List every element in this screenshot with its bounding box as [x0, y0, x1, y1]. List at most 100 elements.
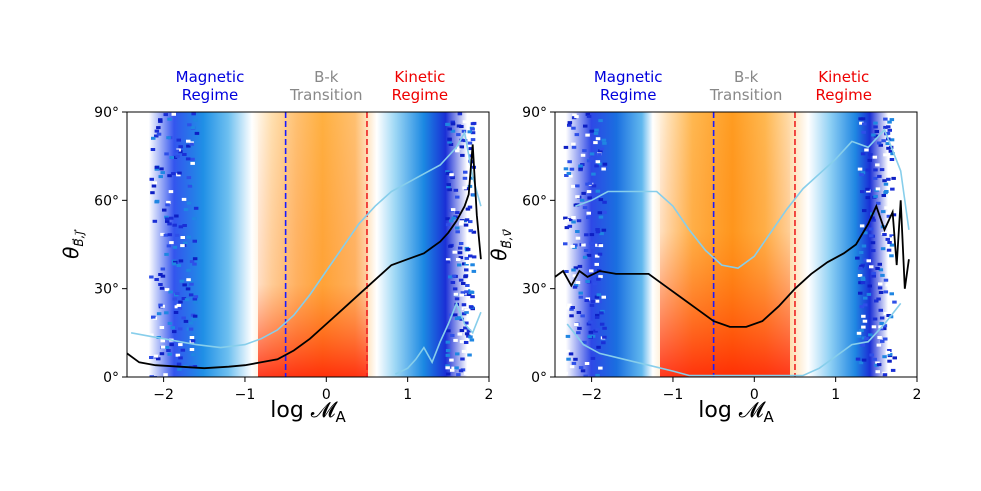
right-noise-cell — [864, 337, 869, 341]
right-noise-cell — [596, 293, 602, 297]
left-noise-cell — [154, 165, 160, 169]
left-noise-cell — [458, 256, 464, 260]
right-noise-cell — [597, 162, 602, 166]
right-noise-cell — [585, 280, 590, 283]
left-noise-cell — [449, 173, 454, 177]
left-noise-cell — [186, 278, 191, 282]
right-noise-cell — [595, 189, 601, 193]
right-noise-cell — [578, 166, 583, 170]
right-noise-cell — [585, 112, 591, 116]
left-noise-cell — [167, 117, 172, 121]
right-noise-cell — [574, 323, 579, 326]
right-noise-cell — [570, 306, 575, 309]
left-noise-cell — [458, 278, 464, 282]
right-noise-cell — [879, 168, 885, 172]
right-y-tick-label: 90° — [522, 105, 547, 121]
right-noise-cell — [885, 237, 890, 241]
left-regime-label-line2: Transition — [289, 86, 363, 104]
left-noise-cell — [453, 292, 459, 296]
right-noise-cell — [877, 174, 882, 178]
right-noise-cell — [572, 274, 578, 278]
right-noise-cell — [585, 182, 590, 186]
left-noise-cell — [459, 125, 464, 128]
left-noise-cell — [445, 364, 450, 368]
right-noise-cell — [890, 152, 895, 156]
left-noise-cell — [445, 258, 451, 262]
left-noise-cell — [456, 133, 461, 137]
left-noise-cell — [450, 368, 455, 372]
left-noise-cell — [176, 173, 181, 177]
left-noise-cell — [154, 278, 159, 281]
left-noise-cell — [149, 177, 154, 181]
right-noise-cell — [887, 241, 892, 244]
right-noise-cell — [577, 326, 582, 330]
left-noise-cell — [469, 338, 475, 342]
left-noise-cell — [450, 208, 456, 212]
left-noise-cell — [450, 129, 456, 133]
left-noise-cell — [449, 219, 454, 223]
right-noise-cell — [594, 299, 600, 303]
right-noise-cell — [589, 233, 595, 237]
left-noise-cell — [448, 143, 454, 146]
right-noise-cell — [576, 311, 582, 314]
left-noise-cell — [193, 206, 199, 210]
left-noise-cell — [169, 216, 174, 220]
left-noise-cell — [181, 297, 187, 300]
right-noise-cell — [597, 211, 603, 215]
left-y-tick-label: 0° — [103, 370, 119, 386]
left-noise-cell — [451, 366, 456, 370]
right-noise-cell — [564, 226, 570, 230]
left-noise-cell — [185, 287, 191, 291]
left-noise-cell — [464, 372, 469, 375]
left-noise-cell — [165, 217, 170, 221]
left-heatmap-noise — [149, 112, 477, 377]
left-noise-cell — [465, 207, 471, 211]
right-noise-cell — [862, 209, 867, 213]
right-noise-cell — [887, 120, 892, 124]
right-noise-cell — [871, 133, 876, 137]
left-noise-cell — [170, 326, 175, 330]
left-noise-cell — [172, 245, 178, 249]
left-noise-cell — [468, 147, 474, 151]
left-y-ticks: 0° 30° 60° 90° — [94, 105, 127, 386]
right-noise-cell — [883, 117, 888, 121]
right-noise-cell — [591, 299, 596, 303]
right-noise-cell — [581, 191, 586, 195]
right-median-line — [555, 200, 910, 328]
right-noise-cell — [578, 291, 583, 295]
right-noise-cell — [594, 128, 599, 132]
right-noise-cell — [594, 254, 600, 258]
right-noise-cell — [878, 282, 883, 286]
right-noise-cell — [873, 121, 878, 125]
right-noise-cell — [567, 303, 572, 307]
left-noise-cell — [158, 283, 163, 286]
left-noise-cell — [463, 341, 469, 344]
right-noise-cell — [586, 211, 591, 215]
right-noise-cell — [586, 216, 591, 220]
right-upper-quantile-line — [575, 128, 910, 269]
right-noise-cell — [599, 322, 605, 326]
right-noise-cell — [885, 283, 890, 287]
left-noise-cell — [459, 293, 464, 297]
left-noise-cell — [459, 145, 464, 149]
left-x-tick-label: −1 — [235, 387, 256, 403]
right-noise-cell — [598, 215, 604, 219]
right-noise-cell — [886, 177, 891, 181]
right-noise-cell — [888, 149, 894, 153]
left-noise-cell — [450, 281, 456, 284]
left-noise-cell — [446, 185, 451, 189]
right-noise-cell — [872, 176, 878, 180]
left-noise-cell — [190, 339, 196, 343]
right-noise-cell — [871, 274, 876, 278]
left-noise-cell — [154, 129, 160, 133]
left-noise-cell — [462, 219, 467, 223]
left-noise-cell — [192, 262, 197, 266]
left-noise-cell — [457, 112, 463, 116]
right-noise-cell — [866, 189, 871, 193]
right-regime-label-line2: Transition — [709, 86, 783, 104]
right-noise-cell — [584, 362, 590, 365]
right-noise-cell — [590, 356, 596, 360]
left-noise-cell — [192, 239, 197, 243]
right-noise-cell — [882, 233, 887, 236]
left-noise-cell — [468, 335, 473, 339]
